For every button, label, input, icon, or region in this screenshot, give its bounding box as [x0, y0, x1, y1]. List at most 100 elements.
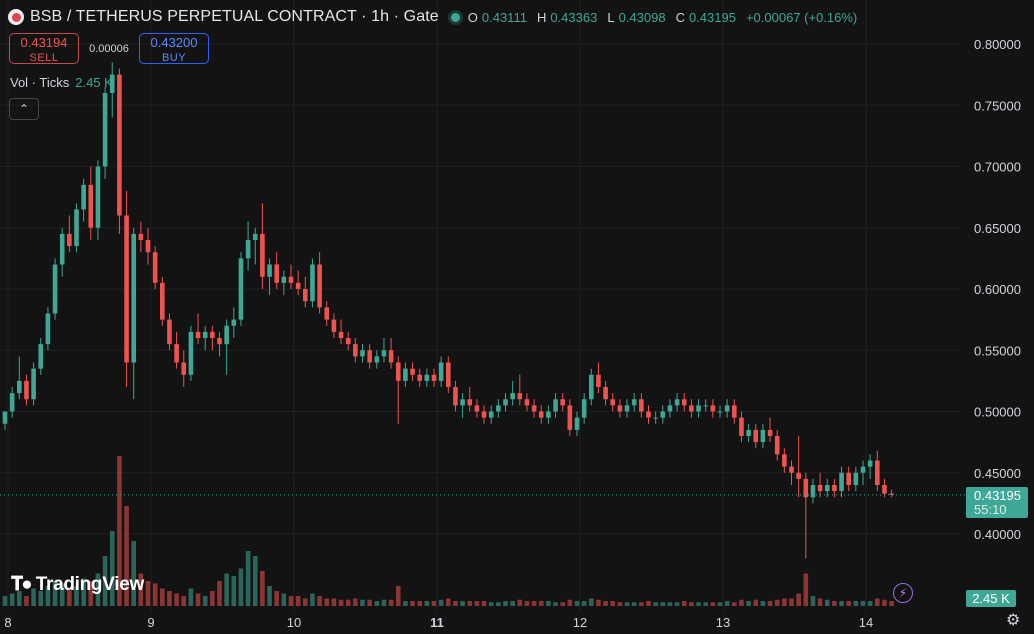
volume-bar — [174, 593, 179, 606]
volume-legend[interactable]: Vol · Ticks 2.45 K — [10, 75, 113, 90]
volume-bar — [782, 598, 787, 606]
candle-body — [410, 368, 415, 375]
gear-icon[interactable]: ⚙ — [1006, 612, 1021, 629]
volume-bar — [710, 602, 716, 606]
candle-body — [803, 478, 809, 498]
tradingview-logo[interactable]: 𝐓● TradingView — [11, 574, 144, 596]
volume-bar — [345, 599, 351, 606]
volume-bar — [281, 593, 287, 606]
candle-body — [610, 399, 616, 406]
volume-bar — [9, 593, 15, 606]
candle-body — [460, 399, 465, 406]
tradingview-logo-icon: 𝐓● — [11, 574, 33, 595]
candle-body — [567, 405, 573, 430]
candle-body — [17, 380, 22, 394]
volume-bar — [560, 602, 565, 606]
candle-body — [503, 399, 508, 406]
y-axis-tick-label: 0.70000 — [974, 160, 1021, 175]
candle-body — [9, 393, 15, 412]
volume-bar — [38, 591, 44, 606]
volume-bar — [882, 599, 887, 606]
candle-body — [181, 362, 187, 375]
y-axis-tick-label: 0.60000 — [974, 282, 1021, 297]
candle-body — [832, 485, 837, 492]
volume-bar — [295, 596, 301, 606]
volume-bar — [395, 586, 401, 606]
close-value: 0.43195 — [688, 9, 736, 25]
x-axis-tick-label: 12 — [573, 615, 587, 630]
volume-bar — [238, 568, 244, 606]
candle-body — [510, 393, 515, 400]
volume-bar — [202, 596, 208, 606]
candle-body — [574, 417, 580, 430]
candle-body — [703, 405, 708, 407]
candle-body — [81, 184, 86, 210]
candle-body — [467, 399, 473, 406]
volume-bar — [438, 599, 444, 606]
candle-body — [517, 393, 523, 400]
volume-bar — [867, 601, 873, 606]
volume-bar — [310, 593, 315, 606]
candle-body — [152, 252, 158, 283]
volume-bar — [839, 601, 844, 606]
volume-bar — [753, 599, 759, 606]
sell-price: 0.43194 — [20, 35, 68, 50]
volume-bar — [724, 601, 730, 606]
volume-bar — [631, 602, 637, 606]
volume-bar — [245, 551, 251, 606]
candle-body — [24, 380, 29, 400]
bar-countdown: 55:10 — [974, 502, 1007, 517]
candle-body — [839, 472, 844, 492]
volume-bar — [338, 599, 344, 606]
buy-price: 0.43200 — [150, 35, 198, 50]
candle-body — [453, 387, 458, 406]
market-status-icon — [450, 12, 460, 22]
low-value: 0.43098 — [618, 9, 666, 25]
volume-bar — [646, 601, 651, 606]
volume-bar — [317, 596, 322, 606]
candle-body — [102, 93, 108, 167]
buy-button[interactable]: 0.43200 BUY — [139, 33, 209, 64]
lightning-icon[interactable]: ⚡ — [893, 583, 913, 603]
volume-bar — [124, 506, 129, 606]
volume-bar — [188, 588, 194, 606]
collapse-legend-button[interactable]: ⌃ — [9, 98, 39, 120]
sell-button[interactable]: 0.43194 SELL — [9, 33, 79, 64]
high-value: 0.43363 — [550, 9, 598, 25]
candle-body — [531, 405, 537, 412]
volume-bar — [510, 601, 515, 606]
candle-body — [824, 485, 830, 492]
volume-legend-label: Vol · Ticks — [10, 75, 70, 90]
symbol-logo-icon[interactable] — [8, 9, 24, 25]
volume-bar — [689, 602, 694, 606]
candle-body — [789, 466, 794, 473]
candle-body — [210, 331, 215, 338]
x-axis-tick-label: 9 — [147, 615, 154, 630]
candle-body — [853, 472, 859, 485]
volume-bar — [131, 541, 136, 606]
candle-body — [45, 313, 51, 345]
volume-bar — [875, 598, 880, 606]
volume-bar — [67, 588, 72, 606]
candle-body — [660, 411, 666, 418]
volume-bar — [810, 596, 816, 606]
volume-bar — [767, 601, 773, 606]
symbol-title[interactable]: BSB / TETHERUS PERPETUAL CONTRACT · 1h ·… — [30, 8, 439, 25]
candle-body — [202, 331, 208, 338]
volume-bar — [367, 599, 372, 606]
volume-bar — [624, 602, 630, 606]
volume-bar — [109, 531, 115, 606]
close-key: C — [675, 9, 685, 25]
y-axis-tick-label: 0.80000 — [974, 37, 1021, 52]
volume-bar — [531, 601, 537, 606]
ohlc-legend: O 0.43111 H 0.43363 L 0.43098 C 0.43195 +0.0… — [468, 10, 864, 25]
y-axis-tick-label: 0.75000 — [974, 98, 1021, 113]
volume-bar — [74, 586, 79, 606]
candle-body — [88, 184, 94, 228]
sell-label: SELL — [29, 52, 59, 64]
volume-bar — [889, 601, 894, 606]
volume-bar — [674, 602, 680, 606]
candle-body — [117, 74, 122, 216]
candle-body — [674, 399, 680, 406]
